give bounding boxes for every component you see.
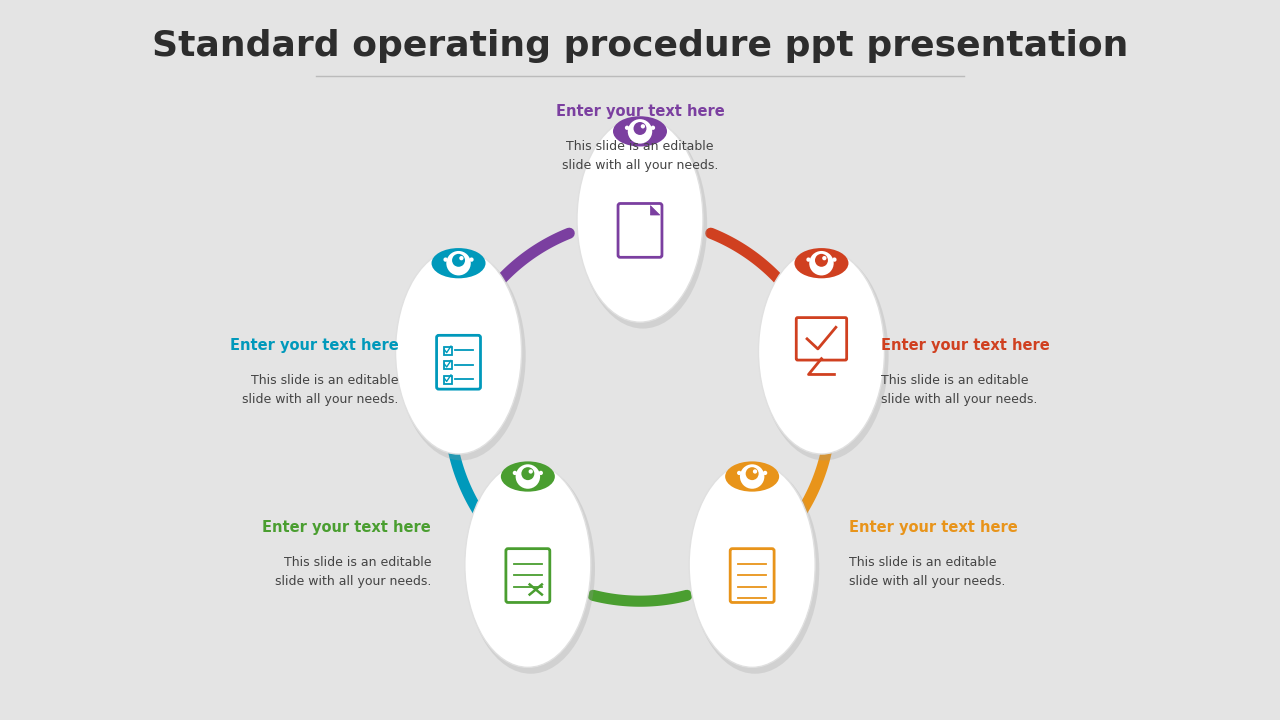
Ellipse shape (466, 464, 595, 674)
Text: This slide is an editable
slide with all your needs.: This slide is an editable slide with all… (562, 140, 718, 172)
Text: Enter your text here: Enter your text here (230, 338, 399, 353)
Circle shape (634, 122, 646, 135)
Ellipse shape (431, 248, 485, 279)
Ellipse shape (613, 116, 667, 146)
Circle shape (753, 469, 758, 474)
Ellipse shape (689, 462, 815, 667)
Circle shape (513, 471, 517, 475)
Circle shape (470, 258, 474, 262)
Circle shape (529, 469, 532, 474)
Text: Standard operating procedure ppt presentation: Standard operating procedure ppt present… (152, 29, 1128, 63)
Circle shape (763, 471, 767, 475)
Text: This slide is an editable
slide with all your needs.: This slide is an editable slide with all… (242, 374, 399, 406)
Ellipse shape (579, 120, 707, 328)
Circle shape (521, 467, 534, 480)
Ellipse shape (726, 462, 780, 492)
Ellipse shape (500, 462, 554, 492)
Ellipse shape (759, 249, 884, 454)
Circle shape (822, 256, 827, 261)
Text: This slide is an editable
slide with all your needs.: This slide is an editable slide with all… (275, 556, 431, 588)
Circle shape (809, 251, 833, 276)
Bar (444, 376, 452, 384)
Ellipse shape (795, 248, 849, 279)
Text: Enter your text here: Enter your text here (881, 338, 1050, 353)
Circle shape (627, 119, 653, 143)
Circle shape (815, 254, 828, 267)
Circle shape (447, 251, 471, 276)
Circle shape (737, 471, 741, 475)
Bar (444, 361, 452, 369)
Text: Enter your text here: Enter your text here (262, 520, 431, 534)
Circle shape (641, 124, 645, 128)
Ellipse shape (760, 251, 888, 460)
Circle shape (452, 254, 465, 267)
Ellipse shape (465, 462, 591, 667)
Ellipse shape (396, 249, 521, 454)
Text: This slide is an editable
slide with all your needs.: This slide is an editable slide with all… (849, 556, 1005, 588)
Polygon shape (650, 206, 659, 215)
Circle shape (539, 471, 543, 475)
Ellipse shape (397, 251, 526, 460)
Bar (444, 347, 452, 355)
Circle shape (740, 464, 764, 489)
Circle shape (443, 258, 448, 262)
Circle shape (806, 258, 810, 262)
Ellipse shape (577, 117, 703, 322)
Circle shape (516, 464, 540, 489)
Circle shape (650, 125, 655, 130)
Text: Enter your text here: Enter your text here (556, 104, 724, 119)
Circle shape (832, 258, 837, 262)
Text: This slide is an editable
slide with all your needs.: This slide is an editable slide with all… (881, 374, 1038, 406)
Circle shape (460, 256, 463, 261)
Circle shape (625, 125, 630, 130)
Circle shape (746, 467, 759, 480)
Text: Enter your text here: Enter your text here (849, 520, 1018, 534)
Ellipse shape (691, 464, 819, 674)
